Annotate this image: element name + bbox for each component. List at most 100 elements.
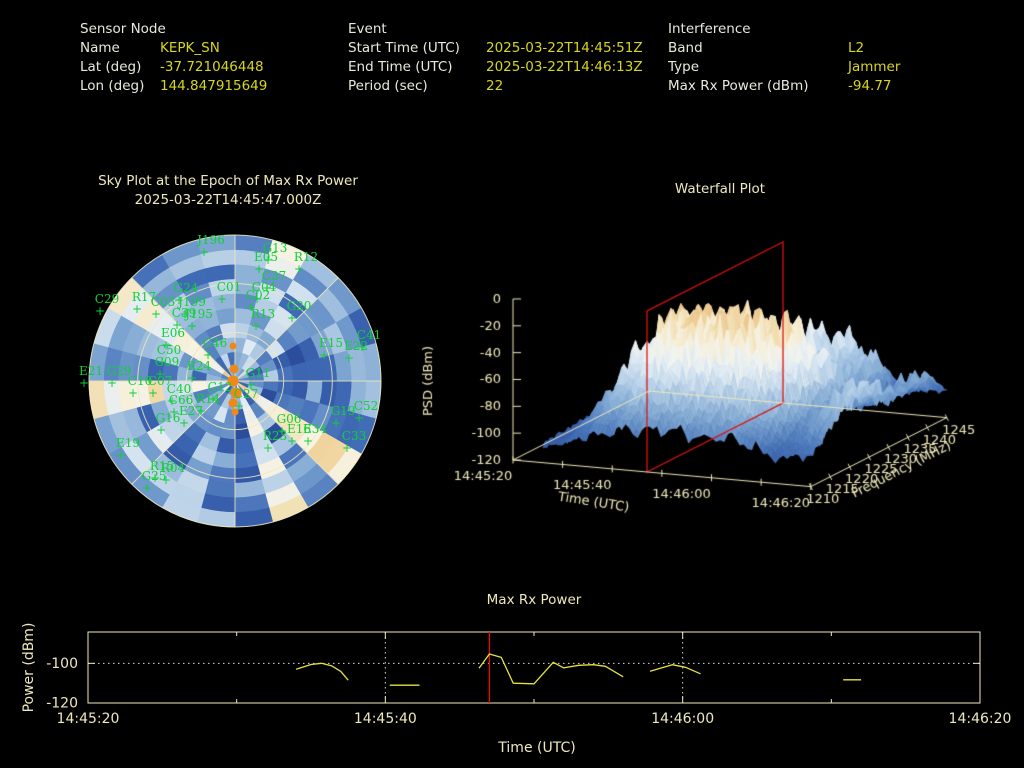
event-start-row: Start Time (UTC) 2025-03-22T14:45:51Z (348, 39, 643, 58)
interference-panel: Interference Band L2 Type Jammer Max Rx Po… (668, 20, 900, 96)
satellite-label-E21: E21 (79, 364, 103, 378)
event-start-label: Start Time (UTC) (348, 40, 460, 56)
svg-text:-100: -100 (46, 656, 78, 672)
power-axes (87, 631, 981, 704)
satellite-marker-C33: + (342, 441, 352, 455)
satellite-label-G29: G29 (107, 364, 132, 378)
event-panel: Event Start Time (UTC) 2025-03-22T14:45:5… (348, 20, 643, 96)
satellite-marker-C46: + (203, 348, 213, 362)
event-start-value: 2025-03-22T14:45:51Z (486, 40, 643, 56)
power-plot-title: Max Rx Power (487, 592, 582, 608)
satellite-marker-J195: + (187, 319, 197, 333)
satellite-label-G12: G12 (208, 380, 233, 394)
satellite-marker-G20: + (287, 311, 297, 325)
satellite-marker-C37: + (262, 281, 272, 295)
satellite-label-C41: C41 (357, 328, 381, 342)
satellite-marker-G29: + (107, 376, 117, 390)
sensor-name-value: KEPK_SN (160, 40, 220, 56)
satellite-marker-R04: + (161, 473, 171, 487)
satellite-marker-C50: + (157, 355, 167, 369)
satellite-marker-R23: + (263, 441, 273, 455)
satellite-label-C46: C46 (203, 336, 227, 350)
satellite-marker-C10: + (128, 386, 138, 400)
satellite-label-J199: J199 (176, 295, 206, 309)
satellite-marker-E34: + (303, 434, 313, 448)
interference-power-value: -94.77 (848, 78, 892, 94)
satellite-label-C03: C03 (151, 295, 175, 309)
satellite-label-C66: C66 (169, 393, 193, 407)
power-gridlines (88, 632, 980, 703)
satellite-label-R15: R15 (150, 459, 174, 473)
satellite-labels: J196+ G13+E05+R12+C37+G24+C01+C04+C02+C29… (79, 233, 381, 495)
sensor-lat-value: -37.721046448 (160, 59, 264, 75)
sky-plot-title: Sky Plot at the Epoch of Max Rx Power 20… (48, 172, 408, 210)
satellite-label-G20: G20 (287, 299, 312, 313)
sky-plot-title-line1: Sky Plot at the Epoch of Max Rx Power (98, 173, 358, 189)
satellite-label-J196: J196 (195, 233, 225, 247)
waterfall-plot (420, 160, 1024, 545)
satellite-marker-R15: + (150, 471, 160, 485)
svg-text:14:46:20: 14:46:20 (949, 711, 1012, 727)
satellite-marker-C09: + (155, 367, 165, 381)
jammer-location-marks (227, 342, 242, 416)
sensor-node-panel: Sensor Node Name KEPK_SN Lat (deg) -37.721… (80, 20, 267, 96)
satellite-marker-C04: + (252, 292, 262, 306)
satellite-label-R23: R23 (263, 429, 287, 443)
satellite-marker-G19: + (331, 416, 341, 430)
satellite-label-R17: R17 (132, 290, 156, 304)
sensor-lon-value: 144.847915649 (160, 78, 268, 94)
satellite-marker-E16: + (287, 434, 297, 448)
event-period-row: Period (sec) 22 (348, 77, 643, 96)
satellite-label-G24: G24 (174, 281, 199, 295)
satellite-marker-R13: + (251, 319, 261, 333)
interference-type-value: Jammer (848, 59, 901, 75)
satellite-marker-G06: + (277, 424, 287, 438)
satellite-marker-C66: + (169, 405, 179, 419)
sensor-name-row: Name KEPK_SN (80, 39, 267, 58)
satellite-label-R04: R04 (161, 461, 186, 475)
satellite-marker-E06: + (161, 338, 171, 352)
satellite-label-G06: G06 (277, 412, 302, 426)
satellite-marker-E27: + (179, 416, 189, 430)
satellite-label-C10: C10 (128, 374, 152, 388)
event-end-value: 2025-03-22T14:46:13Z (486, 59, 643, 75)
event-end-label: End Time (UTC) (348, 59, 453, 75)
satellite-label-C29: C29 (95, 292, 119, 306)
satellite-marker-E21: + (79, 376, 89, 390)
satellite-label-J195: J195 (183, 307, 213, 321)
satellite-marker-C52: + (354, 411, 364, 425)
satellite-marker-E05: + (254, 262, 264, 276)
satellite-label-G25: G25 (142, 469, 167, 483)
satellite-marker-E15: + (319, 348, 329, 362)
satellite-label-C04: C04 (252, 280, 277, 294)
satellite-marker-G11: + (246, 378, 256, 392)
power-xlabel: Time (UTC) (497, 740, 575, 756)
interference-power-label: Max Rx Power (dBm) (668, 78, 809, 94)
interference-band-value: L2 (848, 40, 865, 56)
sensor-name-label: Name (80, 40, 120, 56)
interference-band-label: Band (668, 40, 703, 56)
event-period-value: 22 (486, 78, 504, 94)
satellite-marker-C02: + (246, 300, 256, 314)
satellite-marker-C41: + (357, 340, 367, 354)
satellite-label-C27: C27 (234, 387, 258, 401)
sensor-lon-row: Lon (deg) 144.847915649 (80, 77, 267, 96)
satellite-label-C02: C02 (246, 288, 270, 302)
satellite-label-C09: C09 (155, 355, 179, 369)
satellite-label-E22: E22 (344, 339, 368, 353)
sky-plot: J196+ G13+E05+R12+C37+G24+C01+C04+C02+C29… (79, 233, 382, 528)
power-series (295, 653, 862, 686)
satellite-marker-R14: + (196, 404, 206, 418)
sky-plot-title-line2: 2025-03-22T14:45:47.000Z (134, 192, 322, 208)
satellite-marker-G24: + (174, 293, 184, 307)
satellite-label-E19: E19 (116, 436, 140, 450)
satellite-marker-C40: + (167, 394, 177, 408)
satellite-marker-R12: + (294, 262, 304, 276)
svg-text:14:46:00: 14:46:00 (651, 711, 714, 727)
satellite-marker-E22: + (344, 351, 354, 365)
interference-type-row: Type Jammer (668, 58, 900, 77)
event-end-row: End Time (UTC) 2025-03-22T14:46:13Z (348, 58, 643, 77)
